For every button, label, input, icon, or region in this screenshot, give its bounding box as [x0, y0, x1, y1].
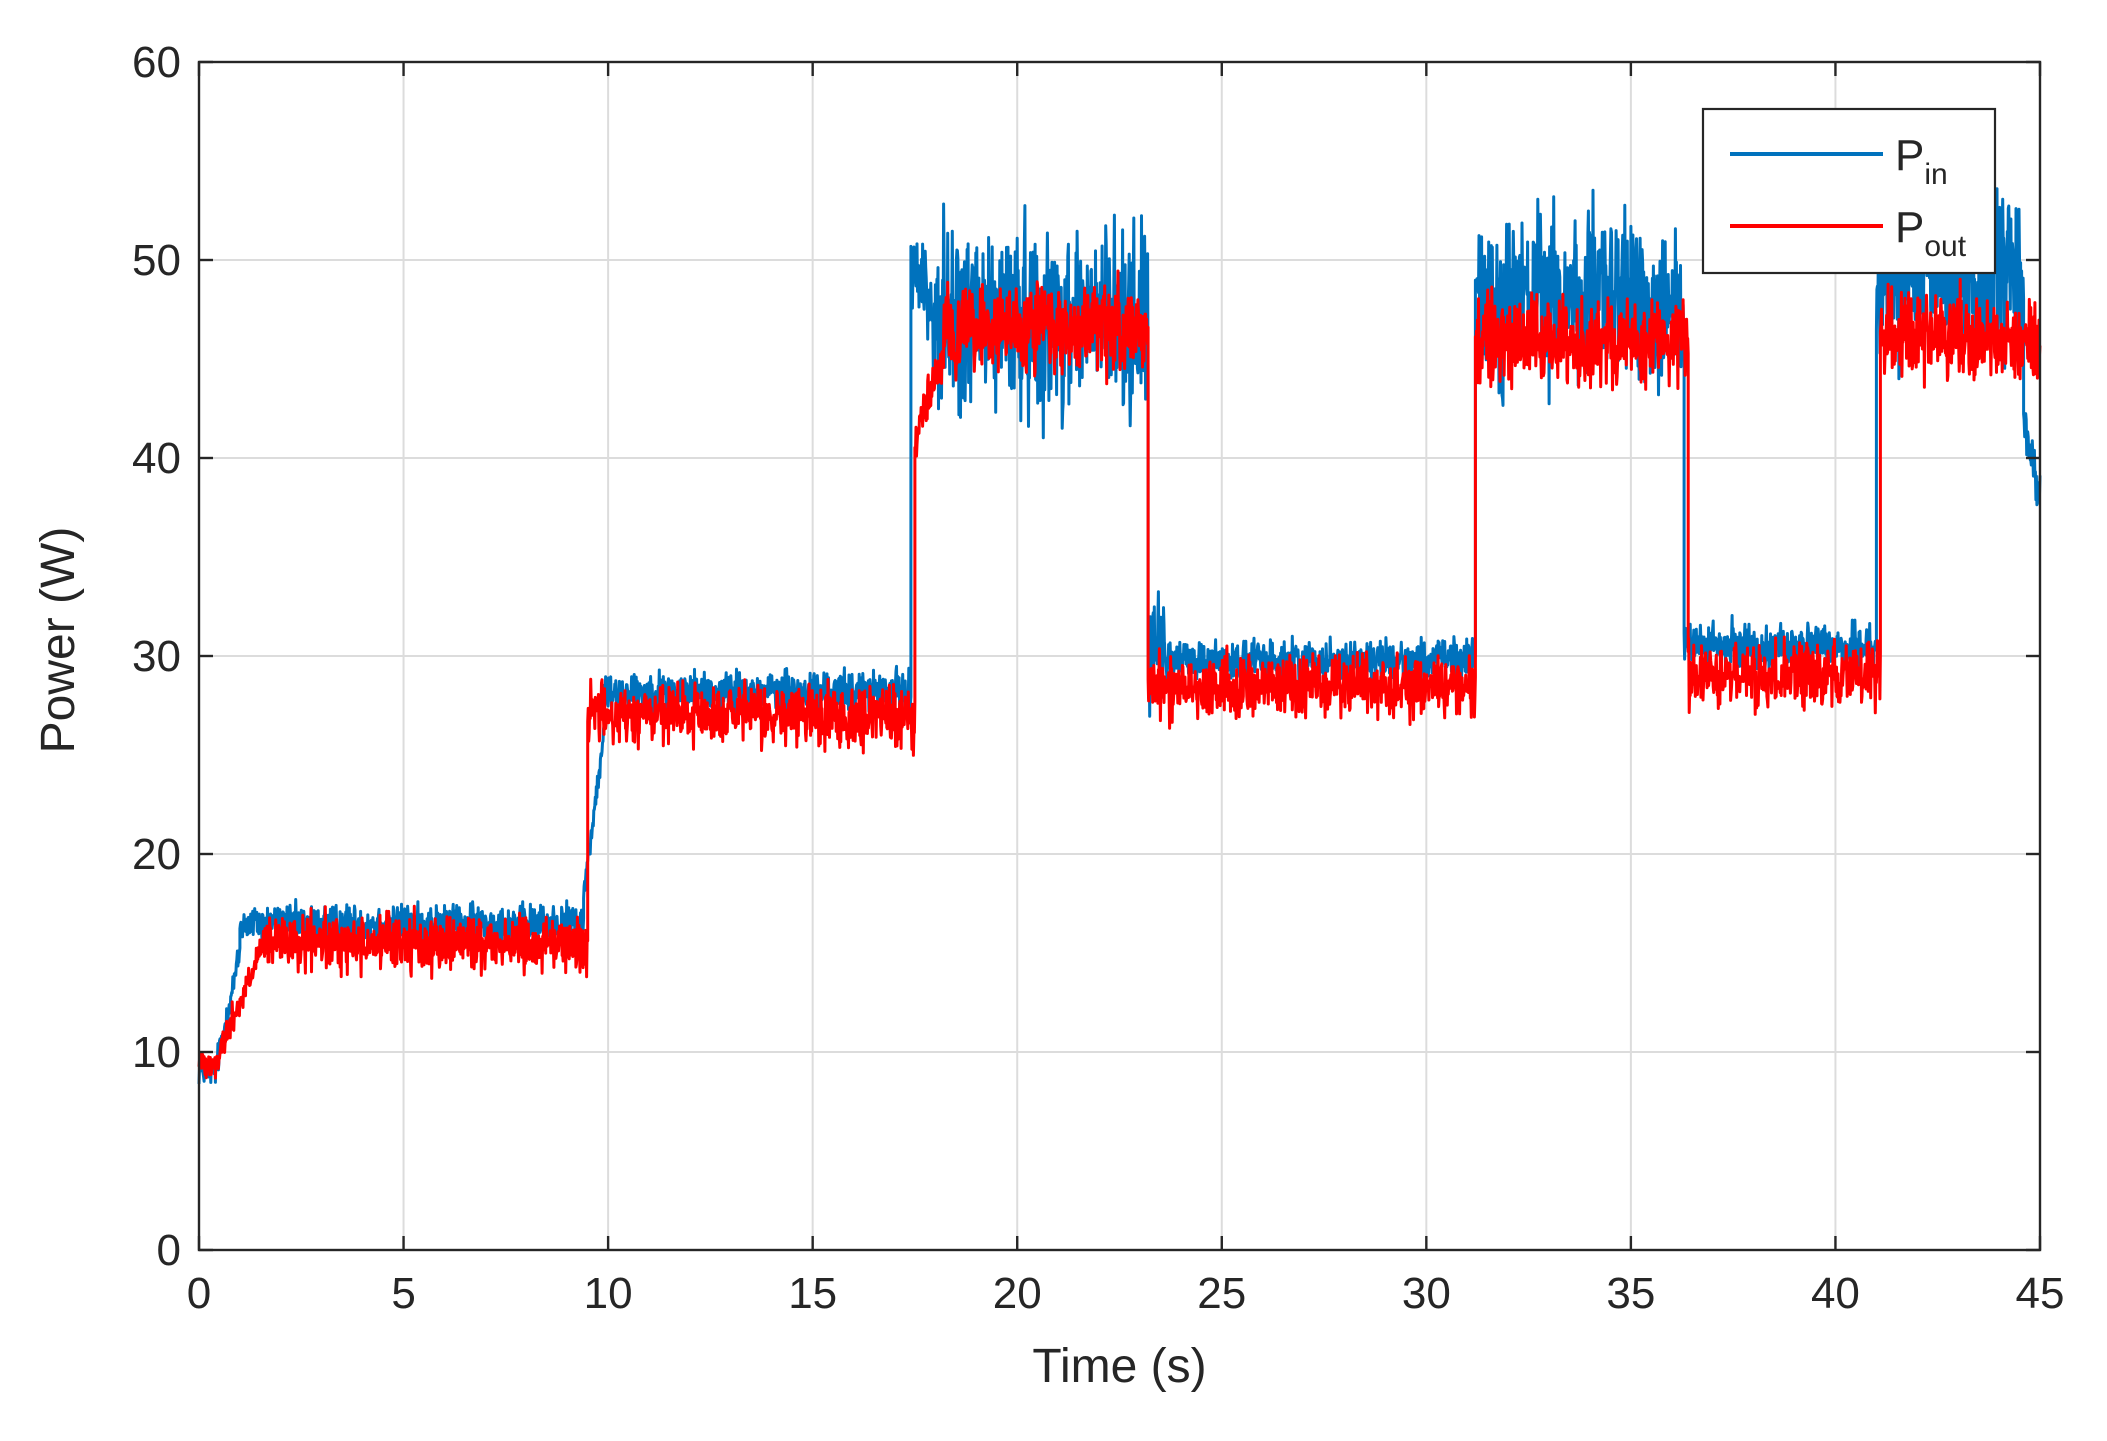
y-tick-label: 20: [132, 830, 181, 879]
ticks: [197, 60, 2042, 1252]
y-tick-label: 50: [132, 236, 181, 285]
x-tick-label: 20: [993, 1269, 1042, 1318]
series-group: [197, 183, 2042, 1084]
y-tick-label: 30: [132, 632, 181, 681]
x-tick-label: 45: [2016, 1269, 2065, 1318]
x-tick-label: 10: [584, 1269, 633, 1318]
y-axis-label: Power (W): [32, 527, 85, 754]
legend-label-in: Pin: [1895, 131, 1948, 191]
x-tick-label: 25: [1197, 1269, 1246, 1318]
legend-box: [1701, 107, 1997, 275]
x-tick-label: 30: [1402, 1269, 1451, 1318]
y-tick-label: 0: [157, 1226, 181, 1275]
x-tick-label: 35: [1606, 1269, 1655, 1318]
series-line-p-out: [197, 269, 2042, 1080]
x-axis-label: Time (s): [1032, 1340, 1206, 1393]
y-tick-label: 10: [132, 1028, 181, 1077]
tick-labels: 0 5 10 15 20 25 30 35 40 45 0 10 20 30 40 50 60: [132, 38, 2064, 1318]
x-tick-label: 0: [187, 1269, 211, 1318]
y-tick-label: 40: [132, 434, 181, 483]
legend-label-out: Pout: [1895, 203, 1967, 263]
x-tick-label: 5: [391, 1269, 415, 1318]
x-tick-label: 40: [1811, 1269, 1860, 1318]
y-tick-label: 60: [132, 38, 181, 87]
x-tick-label: 15: [788, 1269, 837, 1318]
legend: Pin Pout: [1701, 107, 1997, 275]
